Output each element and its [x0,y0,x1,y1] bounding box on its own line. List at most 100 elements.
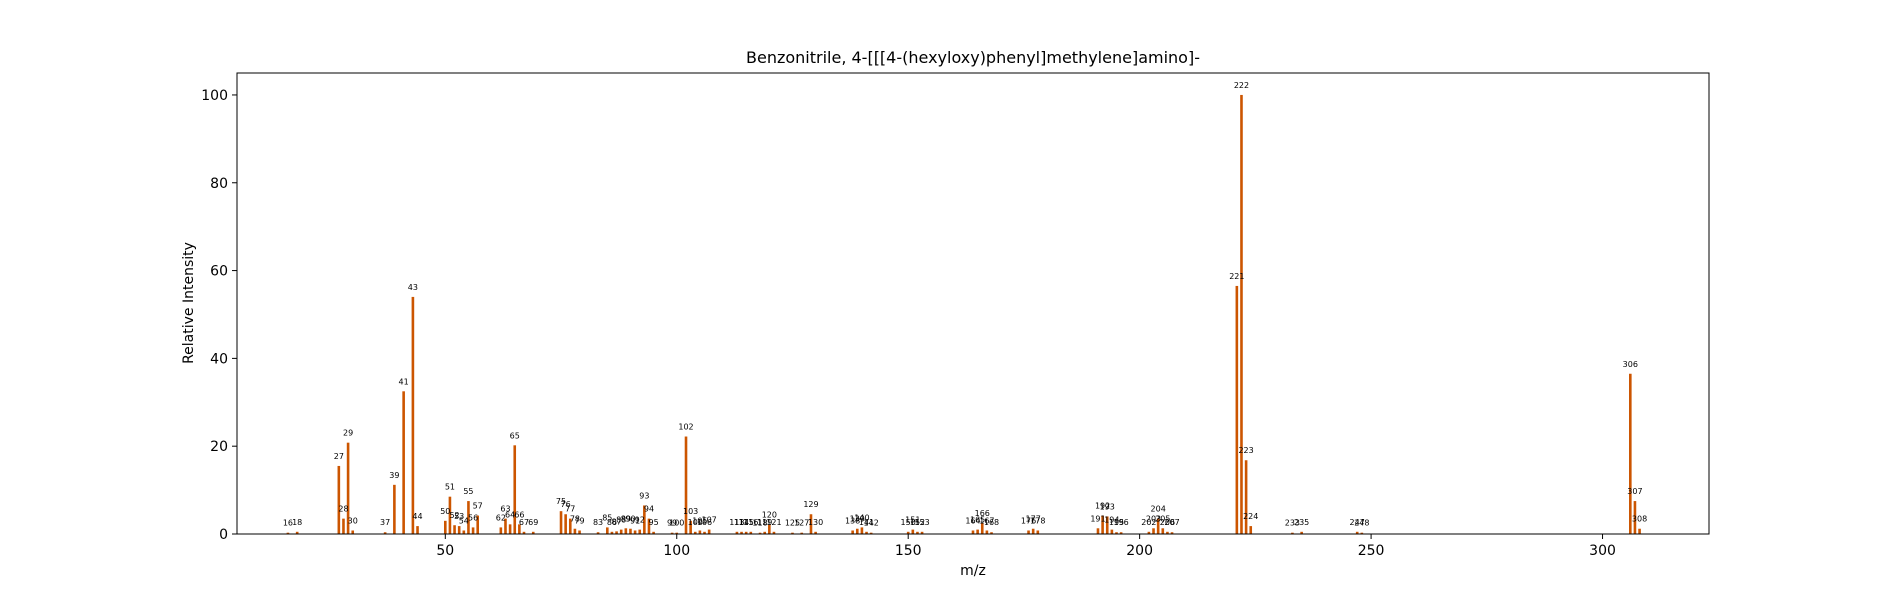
peak-bar [906,531,910,534]
peak-label: 247 [1350,518,1365,527]
peak-bar [1115,532,1118,534]
peak-label: 248 [1354,519,1369,528]
y-tick-label: 60 [210,264,228,280]
peak-bar [1166,531,1169,534]
peak-label: 85 [602,513,612,522]
peak-label: 91 [630,516,640,525]
peak-bar [735,531,739,534]
peak-label: 89 [621,514,631,523]
peak-bar [1235,285,1239,534]
peak-label: 203 [1146,514,1161,523]
peak-label: 150 [901,518,916,527]
peak-label: 235 [1294,518,1309,527]
peak-label: 221 [1229,272,1244,281]
y-axis: 0 20 40 60 80 100 [201,88,237,543]
peak-label: 307 [1627,487,1642,496]
peak-label: 30 [348,516,358,525]
peak-bar [916,531,919,534]
peak-bar [1156,518,1160,534]
peak-bar [855,528,859,534]
peak-bar [416,526,419,534]
peak-bar [513,445,517,534]
peak-bar [758,532,762,534]
peak-label: 57 [473,502,483,511]
peak-bar [411,296,415,534]
peak-bar [578,530,581,534]
peak-bar [814,531,817,534]
peak-label: 151 [905,516,920,525]
peak-label: 177 [1026,515,1041,524]
chart-title: Benzonitrile, 4-[[[4-(hexyloxy)phenyl]me… [746,48,1200,67]
y-axis-label: Relative Intensity [181,242,197,364]
peak-bar [851,530,854,534]
peak-bar [619,529,623,534]
x-tick-label: 300 [1589,543,1616,559]
peak-label: 306 [1623,360,1638,369]
peak-label: 87 [611,517,621,526]
peak-bar [647,518,651,534]
peak-bar [453,525,456,534]
peak-bar [791,532,794,534]
peak-label: 69 [528,518,538,527]
peak-label: 16 [283,519,293,528]
peak-bar [1240,94,1243,534]
peak-bar [772,531,776,534]
peak-label: 205 [1155,514,1170,523]
peak-label: 127 [794,519,809,528]
peak-bar [1105,516,1109,534]
peak-label: 75 [556,497,566,506]
x-tick-label: 50 [436,543,454,559]
x-axis: 50 100 150 200 250 300 [436,534,1616,559]
peak-label: 193 [1100,502,1115,511]
peak-label: 39 [389,471,399,480]
peak-label: 164 [965,516,980,525]
peak-bar [643,505,646,534]
peak-bar [629,528,632,534]
peak-label: 51 [445,483,455,492]
peak-bar [971,530,975,534]
peak-label: 233 [1285,519,1300,528]
peak-bar [740,531,743,534]
peak-label: 50 [440,507,450,516]
peak-label: 116 [743,518,758,527]
peak-bar [652,531,655,534]
peak-bar [1096,528,1100,534]
peak-bar [615,531,618,534]
y-tick-label: 40 [210,351,228,367]
peak-bar [499,527,503,534]
peak-bar [596,532,600,534]
peak-bar [1638,528,1641,534]
peak-bar [610,531,614,534]
peak-label: 176 [1021,516,1036,525]
peak-label: 106 [697,518,712,527]
peak-label: 53 [454,512,464,521]
peak-bar [693,531,697,534]
peak-bar [675,532,679,534]
peak-bar [606,527,609,534]
peak-label: 37 [380,518,390,527]
peak-bar [1244,460,1248,534]
peak-bar [684,436,688,534]
peak-bar [698,530,702,534]
peak-label: 120 [762,510,777,519]
peak-bar [346,442,350,534]
peak-bar [768,524,771,534]
peak-label: 44 [412,512,422,521]
peak-bar [920,531,924,534]
peak-bar [1355,531,1359,534]
peak-label: 178 [1030,516,1045,525]
peak-label: 79 [574,516,584,525]
peak-bar [1360,532,1364,534]
peak-bar [531,531,535,534]
peak-bar [444,520,447,534]
peak-label: 115 [739,518,754,527]
peak-label: 114 [734,518,749,527]
peak-label: 62 [496,513,506,522]
peak-label: 41 [399,377,409,386]
x-tick-label: 150 [895,543,922,559]
peak-label: 99 [667,519,677,528]
y-tick-label: 80 [210,176,228,192]
peak-label: 168 [984,518,999,527]
peak-bar [1101,515,1104,534]
peak-label: 202 [1141,518,1156,527]
